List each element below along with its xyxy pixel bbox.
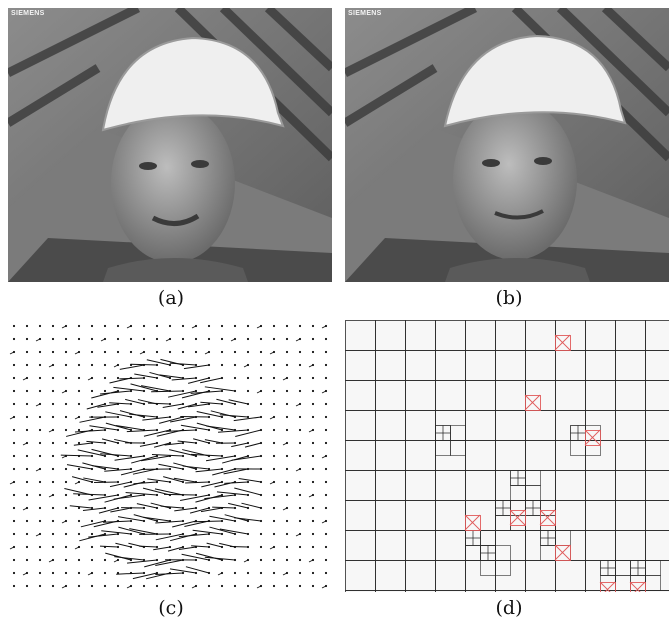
caption-d: (d) [495,597,523,619]
panel-d-quadtree [345,320,669,592]
vector-field-group [9,324,328,589]
caption-a: (a) [157,287,185,309]
panel-b-frame: SIEMENS [345,8,669,282]
panel-a-frame: SIEMENS [8,8,332,282]
frame-a-image [8,8,332,282]
quadtree-partition-plot [345,320,669,592]
watermark-b: SIEMENS [348,10,382,17]
caption-b: (b) [495,287,523,309]
panel-c-motion-field [8,320,334,592]
quadtree-grid-group [345,320,669,592]
watermark-a: SIEMENS [11,10,45,17]
motion-vector-plot [9,324,328,589]
caption-c: (c) [158,597,184,619]
frame-b-image [345,8,669,282]
